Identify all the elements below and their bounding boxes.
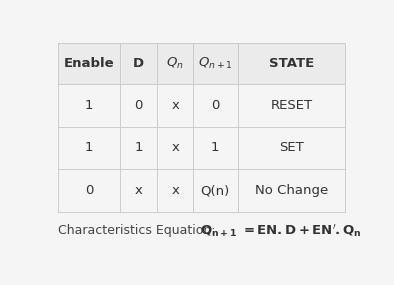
Text: $Q_n$: $Q_n$: [166, 56, 184, 71]
Bar: [58, 43, 346, 84]
Text: 1: 1: [211, 141, 219, 154]
Text: STATE: STATE: [269, 57, 314, 70]
Text: 1: 1: [85, 99, 93, 112]
Text: 1: 1: [134, 141, 143, 154]
Text: x: x: [171, 141, 179, 154]
Text: 0: 0: [211, 99, 219, 112]
Text: $\mathbf{Q_{n+1}}\ \mathbf{= EN.D + EN'.Q_n}$: $\mathbf{Q_{n+1}}\ \mathbf{= EN.D + EN'.…: [201, 222, 362, 239]
Text: D: D: [133, 57, 144, 70]
Text: x: x: [171, 99, 179, 112]
Text: Enable: Enable: [64, 57, 115, 70]
Text: SET: SET: [279, 141, 304, 154]
Text: Q(n): Q(n): [201, 184, 230, 197]
Text: No Change: No Change: [255, 184, 328, 197]
Text: 1: 1: [85, 141, 93, 154]
Text: x: x: [171, 184, 179, 197]
Text: x: x: [135, 184, 143, 197]
Text: $Q_{n+1}$: $Q_{n+1}$: [198, 56, 232, 71]
Text: RESET: RESET: [271, 99, 313, 112]
Text: 0: 0: [85, 184, 93, 197]
Text: 0: 0: [135, 99, 143, 112]
Bar: [58, 84, 346, 212]
Text: Characteristics Equation:: Characteristics Equation:: [58, 224, 220, 237]
